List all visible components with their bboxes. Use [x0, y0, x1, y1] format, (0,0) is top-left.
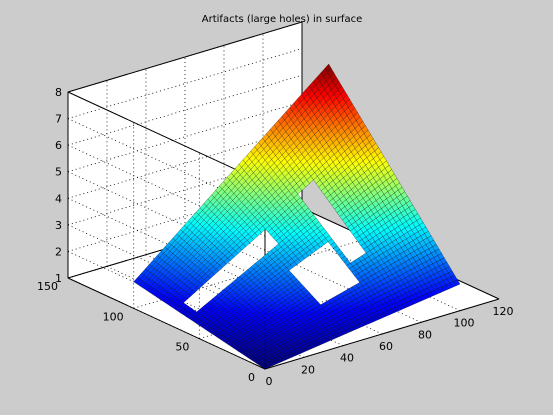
y-tick-label: 50	[175, 341, 189, 354]
x-tick-label: 120	[493, 305, 514, 318]
surface-plot	[133, 63, 461, 370]
grid-line-z-left	[67, 91, 266, 184]
z-tick-label: 5	[55, 166, 62, 179]
y-tick-label: 100	[103, 310, 124, 323]
z-tick-label: 6	[55, 139, 62, 152]
chart-title: Artifacts (large holes) in surface	[202, 14, 362, 25]
grid-line-z-back	[67, 181, 303, 252]
grid-line-z-back	[67, 127, 303, 199]
x-tick-label: 40	[340, 352, 354, 365]
x-tick-label: 0	[266, 375, 273, 388]
y-tick-label: 150	[37, 280, 58, 293]
grid-line-z-back	[67, 74, 303, 146]
z-tick-label: 4	[55, 192, 62, 205]
grid-line-z-left	[67, 197, 266, 290]
z-tick-label: 8	[55, 86, 62, 99]
z-tick-label: 2	[55, 245, 62, 258]
surface-face	[262, 365, 270, 370]
grid-line-z-back	[67, 21, 303, 93]
grid-line-z-left	[67, 277, 266, 370]
z-tick-label: 3	[55, 219, 62, 232]
x-tick-label: 80	[418, 328, 432, 341]
z-tick-label: 1	[55, 272, 62, 285]
grid-line-z-back	[67, 154, 303, 226]
grid-line-z-back	[67, 101, 303, 173]
grid-line-y-floor	[264, 298, 500, 370]
x-tick-label: 20	[301, 363, 315, 376]
x-tick-label: 60	[379, 340, 393, 353]
z-tick-label: 7	[55, 113, 62, 126]
grid-line-z-back	[67, 48, 303, 119]
y-tick-label: 0	[248, 371, 255, 384]
x-tick-label: 100	[454, 317, 475, 330]
grid-line-z-back	[67, 207, 303, 279]
